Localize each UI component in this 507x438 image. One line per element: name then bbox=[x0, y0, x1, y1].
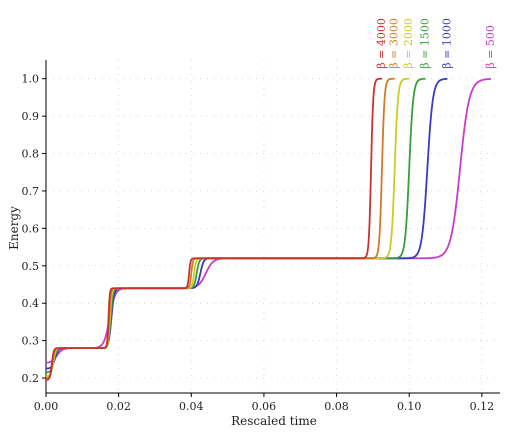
x-tick-label: 0.06 bbox=[252, 400, 277, 413]
x-tick-label: 0.02 bbox=[106, 400, 131, 413]
y-tick-label: 0.7 bbox=[22, 185, 40, 198]
series-line bbox=[45, 77, 383, 381]
series-label: β = 3000 bbox=[388, 18, 401, 69]
y-tick-label: 0.2 bbox=[22, 372, 40, 385]
series-label: β = 2000 bbox=[402, 18, 415, 69]
series-label: β = 4000 bbox=[375, 18, 388, 69]
y-axis-ticks: 0.2 0.3 0.4 0.5 0.6 0.7 0.8 0.9 1.0 bbox=[22, 73, 46, 385]
y-axis-label: Energy bbox=[7, 206, 21, 250]
series-line bbox=[45, 77, 396, 379]
x-axis-ticks: 0.00 0.02 0.04 0.06 0.08 0.10 0.12 bbox=[34, 393, 494, 413]
x-tick-label: 0.10 bbox=[397, 400, 422, 413]
series-curves bbox=[45, 77, 492, 381]
series-label: β = 1000 bbox=[440, 18, 453, 69]
y-tick-label: 0.3 bbox=[22, 335, 40, 348]
series-label: β = 500 bbox=[484, 25, 497, 69]
x-tick-label: 0.04 bbox=[179, 400, 204, 413]
y-tick-label: 0.4 bbox=[22, 297, 40, 310]
y-tick-label: 0.9 bbox=[22, 110, 40, 123]
axes bbox=[45, 60, 500, 394]
y-tick-label: 0.8 bbox=[22, 148, 40, 161]
y-tick-label: 1.0 bbox=[22, 73, 40, 86]
x-tick-label: 0.08 bbox=[324, 400, 349, 413]
series-label: β = 1500 bbox=[419, 18, 432, 69]
series-line bbox=[45, 77, 448, 370]
series-line bbox=[45, 77, 410, 377]
x-tick-label: 0.00 bbox=[34, 400, 59, 413]
x-axis-label: Rescaled time bbox=[231, 414, 317, 428]
y-tick-label: 0.6 bbox=[22, 222, 40, 235]
x-tick-label: 0.12 bbox=[470, 400, 495, 413]
y-tick-label: 0.5 bbox=[22, 260, 40, 273]
